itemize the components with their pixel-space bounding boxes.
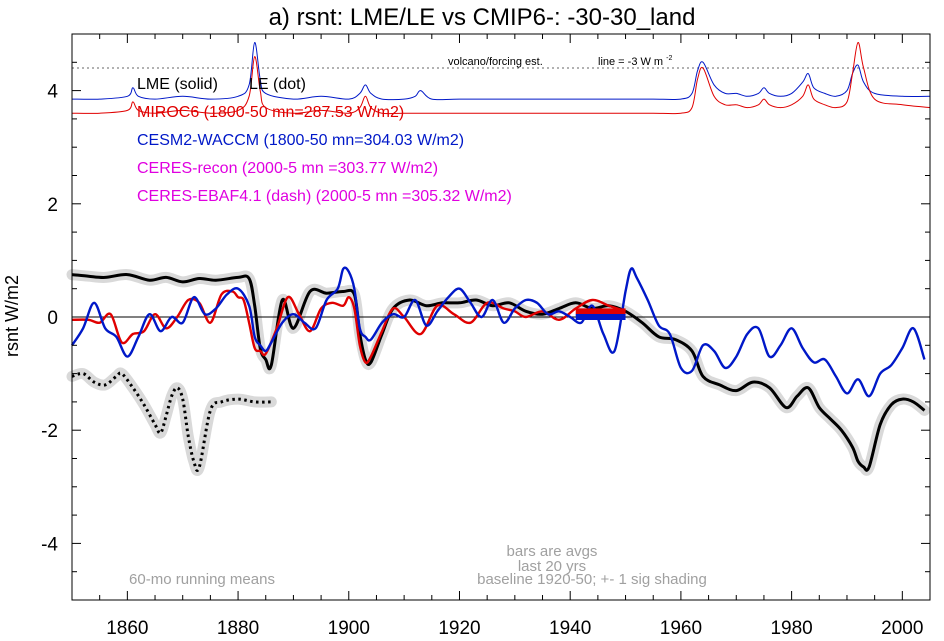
legend-entry-miroc6: MIROC6 (1800-50 mn=287.53 W/m2) [137, 104, 404, 121]
annotation-line-note-main: line = -3 W m [598, 56, 663, 68]
x-tick-label-1960: 1960 [660, 618, 702, 639]
annotation-line-note-sup: -2 [666, 55, 672, 62]
y-tick-label-2: 2 [47, 195, 58, 216]
legend-entry-ceres-recon: CERES-recon (2000-5 mn =303.77 W/m2) [137, 160, 438, 177]
chart-title: a) rsnt: LME/LE vs CMIP6-: -30-30_land [269, 4, 696, 31]
x-tick-label-1860: 1860 [106, 618, 148, 639]
x-tick-label-1880: 1880 [217, 618, 259, 639]
series-line-4 [71, 41, 931, 101]
legend-entry-lme: LME (solid) [137, 76, 218, 93]
annotation-bars-2: last 20 yrs [518, 558, 586, 575]
y-tick-label--4: -4 [41, 534, 58, 555]
series-line-1 [71, 371, 272, 472]
plot-layer [70, 41, 931, 472]
legend-entry-le: LE (dot) [249, 76, 306, 93]
ticks-layer: 1860 1880 1900 1920 1940 1960 1980 2000 -4 -2 0 2 4 [41, 33, 931, 639]
y-axis-label: rsnt W/m2 [2, 275, 22, 357]
x-tick-label-1900: 1900 [328, 618, 370, 639]
legend-entry-ceres-ebaf: CERES-EBAF4.1 (dash) (2000-5 mn =305.32 … [137, 188, 512, 205]
x-tick-label-2000: 2000 [881, 618, 923, 639]
annotation-line-note: line = -3 W m -2 [598, 55, 673, 68]
legend: LME (solid) LE (dot) MIROC6 (1800-50 mn=… [137, 76, 512, 205]
annotation-volcano: volcano/forcing est. [448, 56, 543, 68]
annotation-running-means: 60-mo running means [129, 571, 275, 588]
y-tick-label--2: -2 [41, 421, 58, 442]
series-line-0 [71, 273, 926, 472]
y-tick-label-0: 0 [47, 308, 58, 329]
series-line-3 [70, 266, 926, 398]
x-tick-label-1920: 1920 [438, 618, 480, 639]
legend-entry-cesm2: CESM2-WACCM (1800-50 mn=304.03 W/m2) [137, 132, 464, 149]
annotation-baseline: baseline 1920-50; +- 1 sig shading [477, 571, 707, 588]
x-tick-label-1980: 1980 [770, 618, 812, 639]
annotation-bars-1: bars are avgs [507, 543, 598, 560]
x-tick-label-1940: 1940 [549, 618, 591, 639]
series-line-2 [71, 289, 626, 365]
series-shading-1 [66, 367, 277, 476]
y-tick-label-4: 4 [47, 82, 58, 103]
series-line-5 [71, 41, 931, 115]
